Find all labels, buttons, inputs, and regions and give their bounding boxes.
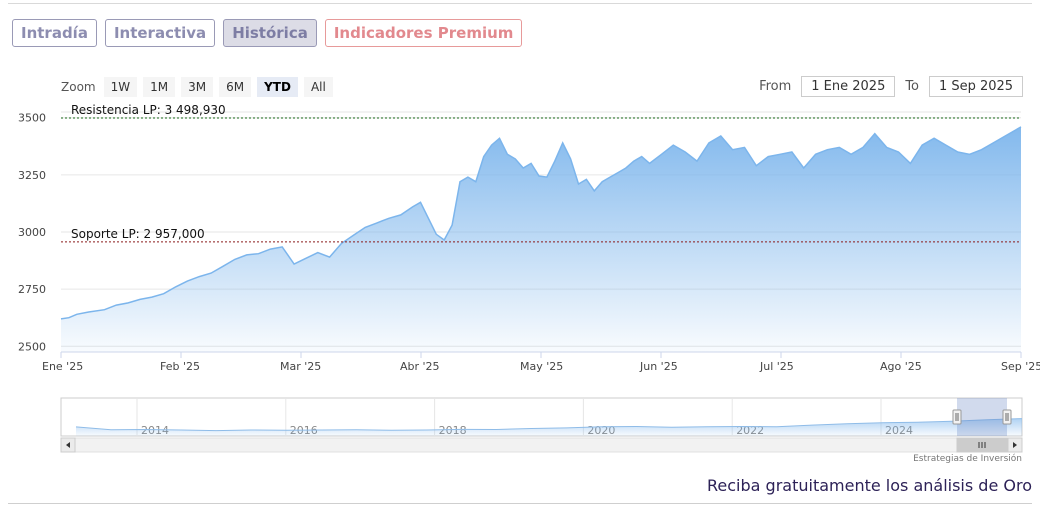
x-tick-label: Mar '25 xyxy=(280,360,321,373)
navigator-selection xyxy=(957,398,1007,436)
to-date-input[interactable]: 1 Sep 2025 xyxy=(929,76,1023,97)
navigator-area xyxy=(76,418,1022,436)
zoom-1m-button[interactable]: 1M xyxy=(143,77,176,97)
zoom-all-button[interactable]: All xyxy=(303,77,333,97)
y-tick-label: 3000 xyxy=(18,226,46,239)
x-tick-label: May '25 xyxy=(520,360,563,373)
y-tick-label: 3500 xyxy=(18,112,46,125)
support-label: Soporte LP: 2 957,000 xyxy=(71,227,205,241)
to-label: To xyxy=(905,79,919,94)
x-tick-label: Feb '25 xyxy=(160,360,200,373)
navigator-line xyxy=(75,418,1023,432)
zoom-1w-button[interactable]: 1W xyxy=(103,77,138,97)
y-tick-label: 3250 xyxy=(18,169,46,182)
y-tick-label: 2750 xyxy=(18,283,46,296)
x-tick-label: Jun '25 xyxy=(639,360,678,373)
x-tick-label: Abr '25 xyxy=(400,360,440,373)
from-date-input[interactable]: 1 Ene 2025 xyxy=(801,76,896,97)
y-tick-label: 2500 xyxy=(18,340,46,353)
tab-intradia[interactable]: Intradía xyxy=(12,19,97,47)
scrollbar-track xyxy=(60,437,1023,453)
scroll-left-arrow-icon xyxy=(66,442,70,448)
scroll-right-arrow-icon xyxy=(1013,442,1017,448)
chart-credit: Estrategias de Inversión xyxy=(913,454,1022,464)
top-divider xyxy=(8,3,1032,4)
tab-interactiva[interactable]: Interactiva xyxy=(104,19,216,47)
bottom-divider xyxy=(8,503,1032,504)
x-tick-label: Ago '25 xyxy=(880,360,922,373)
x-tick-label: Jul '25 xyxy=(759,360,794,373)
from-label: From xyxy=(759,79,792,94)
price-line xyxy=(60,126,1022,320)
resistance-label: Resistencia LP: 3 498,930 xyxy=(71,103,226,117)
navigator-left-handle[interactable] xyxy=(952,409,962,425)
date-range: From 1 Ene 2025 To 1 Sep 2025 xyxy=(759,76,1023,97)
zoom-3m-button[interactable]: 3M xyxy=(181,77,214,97)
price-area xyxy=(61,126,1021,353)
zoom-ytd-button[interactable]: YTD xyxy=(257,77,298,97)
tab-indicadores-premium[interactable]: Indicadores Premium xyxy=(324,19,523,47)
zoom-selector: Zoom 1W 1M 3M 6M YTD All xyxy=(61,77,333,97)
x-tick-label: Sep '25 xyxy=(1001,360,1040,373)
tab-historica[interactable]: Histórica xyxy=(223,19,317,47)
newsletter-link[interactable]: Reciba gratuitamente los análisis de Oro xyxy=(707,476,1032,495)
zoom-label: Zoom xyxy=(61,80,96,94)
navigator-right-handle[interactable] xyxy=(1002,409,1012,425)
x-tick-label: Ene '25 xyxy=(42,360,83,373)
zoom-6m-button[interactable]: 6M xyxy=(219,77,252,97)
view-tabs: Intradía Interactiva Histórica Indicador… xyxy=(12,19,523,47)
